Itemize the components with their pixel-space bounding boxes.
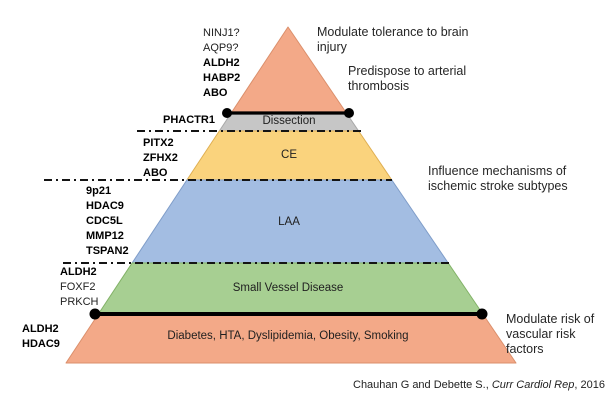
band-label-ce: CE	[281, 149, 297, 161]
annotation-brain-injury: Modulate tolerance to brain injury	[317, 25, 469, 54]
gene-label: PRKCH	[60, 296, 99, 308]
citation-authors: Chauhan G and Debette S.,	[353, 379, 492, 391]
gene-label: FOXF2	[60, 281, 96, 293]
annotation-stroke-subtypes: Influence mechanisms of ischemic stroke …	[428, 164, 568, 193]
gene-label: TSPAN2	[86, 245, 129, 257]
citation: Chauhan G and Debette S., Curr Cardiol R…	[353, 379, 605, 391]
citation-journal: Curr Cardiol Rep	[491, 379, 575, 391]
gene-label: ABO	[143, 167, 168, 179]
connector-risk-dot-right	[476, 308, 488, 320]
gene-label: NINJ1?	[203, 27, 240, 39]
gene-label: 9p21	[86, 185, 112, 197]
connector-risk-dot-left	[89, 308, 101, 320]
gene-label: HABP2	[203, 72, 241, 84]
band-label-svd: Small Vessel Disease	[232, 282, 344, 294]
gene-group-laa: 9p21 HDAC9 CDC5L MMP12 TSPAN2	[86, 184, 129, 259]
band-label-laa: LAA	[278, 216, 300, 228]
gene-label: HDAC9	[22, 338, 60, 350]
annotation-arterial-thrombosis: Predispose to arterial thrombosis	[348, 64, 467, 93]
gene-group-dissection: PHACTR1	[163, 113, 215, 128]
gene-label: ABO	[203, 87, 228, 99]
gene-label: ALDH2	[203, 57, 240, 69]
band-label-dissection: Dissection	[262, 115, 316, 127]
gene-label: ALDH2	[22, 323, 59, 335]
band-label-risk-factors: Diabetes, HTA, Dyslipidemia, Obesity, Sm…	[167, 330, 409, 342]
connector-dissection-dot-right	[344, 108, 354, 118]
gene-label: MMP12	[86, 230, 124, 242]
gene-label: PITX2	[143, 137, 174, 149]
annotation-vascular-risk: Modulate risk of vascular risk factors	[506, 312, 595, 356]
gene-group-apex: NINJ1? AQP9? ALDH2 HABP2 ABO	[203, 26, 240, 101]
gene-group-svd: ALDH2 FOXF2 PRKCH	[60, 265, 99, 310]
connector-dissection-dot-left	[222, 108, 232, 118]
gene-label: CDC5L	[86, 215, 123, 227]
citation-year: , 2016	[574, 379, 605, 391]
gene-label: ALDH2	[60, 266, 97, 278]
gene-label: ZFHX2	[143, 152, 178, 164]
gene-group-ce: PITX2 ZFHX2 ABO	[143, 136, 178, 181]
gene-label: PHACTR1	[163, 114, 215, 126]
gene-group-risk-factors: ALDH2 HDAC9	[22, 322, 60, 352]
gene-label: HDAC9	[86, 200, 124, 212]
gene-label: AQP9?	[203, 42, 239, 54]
